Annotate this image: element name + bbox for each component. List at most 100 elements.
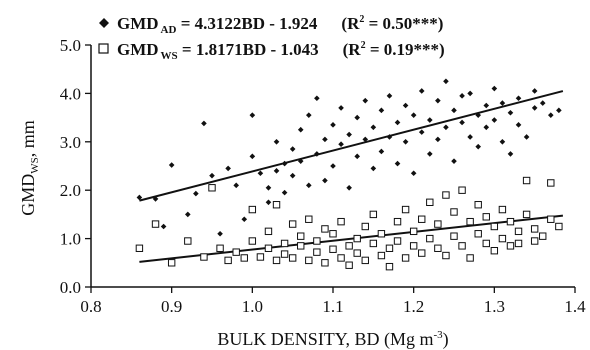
ws-point <box>135 244 144 252</box>
ws-point <box>426 198 434 207</box>
ws-point <box>530 237 539 245</box>
x-ticks: 0.8 0.9 1.0 1.1 1.2 1.3 1.4 <box>80 287 586 316</box>
ws-point <box>547 215 555 223</box>
ad-point <box>410 112 417 118</box>
y-tick-label: 4.0 <box>60 84 81 103</box>
ws-point <box>353 249 361 257</box>
ad-point <box>435 97 441 104</box>
ws-point <box>313 248 321 256</box>
ad-point <box>273 139 280 145</box>
ad-point <box>281 160 288 167</box>
y-tick-label: 3.0 <box>60 133 81 152</box>
ws-point <box>151 220 160 228</box>
ws-point <box>385 262 394 271</box>
y-axis-title: GMDWS, mm <box>18 120 41 216</box>
ws-point <box>450 208 458 216</box>
ws-point <box>280 250 289 258</box>
ws-point <box>200 253 208 261</box>
ws-point <box>498 205 507 214</box>
ad-point <box>499 100 506 106</box>
ws-point <box>522 210 531 219</box>
ws-point <box>264 227 273 236</box>
ad-point <box>322 136 328 143</box>
ad-point <box>523 134 530 140</box>
ws-point <box>353 234 361 243</box>
ws-point <box>522 176 531 185</box>
ad-point <box>427 117 433 123</box>
ad-point <box>281 189 288 196</box>
ws-point <box>377 230 386 238</box>
ad-point <box>515 122 522 128</box>
ad-point <box>273 168 280 174</box>
ws-point <box>232 248 240 256</box>
ad-point <box>531 88 538 94</box>
ws-point <box>208 184 216 192</box>
ad-point <box>249 112 256 118</box>
ad-point <box>209 172 215 179</box>
ad-point <box>410 170 417 177</box>
ad-point <box>225 165 231 172</box>
ws-point <box>288 254 297 262</box>
ad-point <box>185 211 191 218</box>
ad-point <box>394 119 401 126</box>
ws-point <box>401 205 410 214</box>
x-tick-label: 0.8 <box>80 297 101 316</box>
ad-point <box>193 190 199 197</box>
ad-point <box>217 230 223 237</box>
series-ws-points <box>135 176 563 271</box>
ad-point <box>314 95 320 102</box>
ad-point <box>201 120 207 127</box>
ws-point <box>393 237 402 245</box>
ad-point <box>507 151 514 157</box>
ad-point <box>362 97 369 104</box>
legend-entry-ad: GMD AD = 4.3122BD - 1.924 (R2 = 0.50***) <box>99 14 443 36</box>
ad-point <box>168 162 175 168</box>
ws-point <box>450 232 458 240</box>
ws-point <box>409 242 418 250</box>
ad-point <box>491 117 498 123</box>
ad-point <box>338 105 344 111</box>
x-tick-label: 1.0 <box>242 297 263 316</box>
ws-point <box>555 222 563 231</box>
ws-point <box>305 256 313 265</box>
ad-point <box>314 151 320 157</box>
ws-point <box>514 227 523 236</box>
x-tick-label: 1.4 <box>564 297 586 316</box>
ad-point <box>531 105 538 111</box>
ad-point <box>467 90 473 97</box>
ad-point <box>370 165 377 172</box>
ws-point <box>297 242 305 250</box>
ad-point <box>515 95 522 102</box>
ad-point <box>386 134 393 140</box>
ws-point <box>539 232 547 240</box>
ws-point <box>401 254 410 262</box>
ad-point <box>330 122 336 128</box>
ws-point <box>385 244 394 252</box>
ws-point <box>288 220 297 228</box>
ad-point <box>467 134 473 140</box>
ws-point <box>313 237 321 245</box>
ws-point <box>442 191 450 199</box>
y-tick-label: 1.0 <box>60 230 81 249</box>
ws-point <box>442 251 450 260</box>
ad-point <box>459 93 465 99</box>
ad-point <box>451 107 457 114</box>
ad-point <box>451 158 457 164</box>
ws-point <box>369 239 378 248</box>
ws-point <box>434 244 442 252</box>
ad-point <box>330 163 336 169</box>
ad-point <box>289 172 296 179</box>
ws-point <box>272 201 281 209</box>
ws-point <box>248 237 257 245</box>
ad-point <box>386 93 393 99</box>
ad-point <box>491 85 498 92</box>
ad-point <box>289 146 296 152</box>
ws-point <box>434 220 442 228</box>
ad-point <box>152 196 159 202</box>
ad-point <box>418 88 425 94</box>
ws-point <box>498 234 507 243</box>
ad-point <box>297 126 304 133</box>
ad-point <box>306 182 312 189</box>
ad-point <box>233 182 239 189</box>
